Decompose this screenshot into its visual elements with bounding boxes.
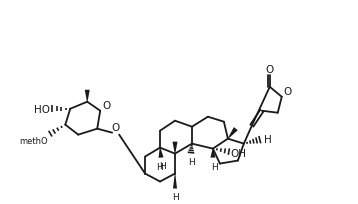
Text: H: H bbox=[189, 157, 195, 166]
Text: O: O bbox=[102, 100, 111, 110]
Text: O: O bbox=[111, 122, 119, 132]
Text: OH: OH bbox=[231, 148, 247, 158]
Text: H: H bbox=[159, 161, 165, 170]
Polygon shape bbox=[228, 128, 238, 139]
Text: O: O bbox=[284, 86, 292, 96]
Polygon shape bbox=[173, 142, 178, 154]
Polygon shape bbox=[173, 174, 177, 188]
Text: H: H bbox=[264, 134, 271, 144]
Text: H: H bbox=[171, 193, 178, 202]
Text: H: H bbox=[156, 162, 163, 171]
Polygon shape bbox=[85, 90, 90, 102]
Text: methO: methO bbox=[20, 136, 48, 145]
Text: O: O bbox=[266, 64, 274, 74]
Polygon shape bbox=[159, 148, 164, 158]
Text: HO: HO bbox=[34, 104, 50, 114]
Polygon shape bbox=[211, 149, 216, 158]
Text: H: H bbox=[212, 162, 218, 171]
